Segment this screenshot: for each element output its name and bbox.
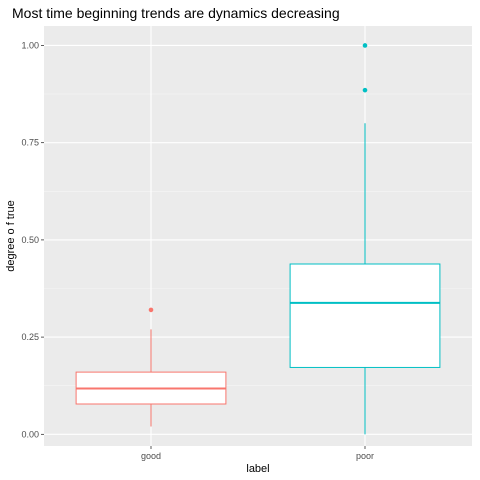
y-tick-label: 0.00 [21, 429, 39, 439]
outlier-point [362, 87, 368, 93]
box-body [289, 263, 441, 368]
box-poor [289, 43, 441, 435]
outlier-point [362, 43, 368, 48]
y-tick-label: 0.75 [21, 138, 39, 148]
y-tick-label: 0.25 [21, 332, 39, 342]
y-tick-label: 0.50 [21, 235, 39, 245]
boxes-layer [75, 43, 441, 435]
box-good [75, 307, 227, 427]
y-axis-ticks: 0.00 0.25 0.50 0.75 1.00 [21, 40, 44, 439]
x-tick-label: poor [356, 451, 374, 461]
y-axis-label: degree o f true [5, 200, 17, 272]
chart-title: Most time beginning trends are dynamics … [12, 5, 340, 21]
y-tick-label: 1.00 [21, 40, 39, 50]
x-axis-label: label [246, 463, 269, 475]
outlier-point [148, 307, 154, 313]
x-tick-label: good [141, 451, 161, 461]
x-axis-ticks: good poor [141, 446, 374, 461]
